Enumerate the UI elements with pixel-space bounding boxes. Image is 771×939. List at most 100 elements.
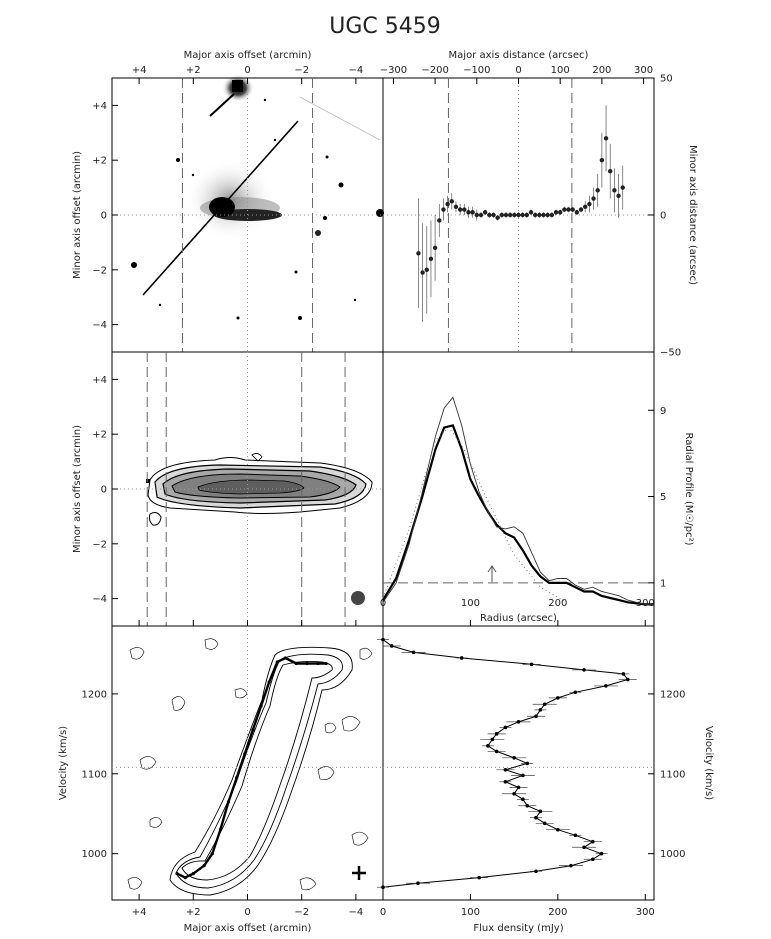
profile-line [382, 396, 654, 605]
optical-image [131, 74, 384, 320]
data-point [420, 270, 425, 275]
data-point [459, 656, 464, 660]
data-point [545, 212, 550, 218]
y-tick-label: +4 [92, 375, 107, 386]
y-tick-label: 1 [660, 578, 666, 589]
x-tick-label: 0 [380, 598, 386, 609]
data-point [583, 204, 588, 209]
x-axis-label: Major axis offset (arcmin) [184, 923, 312, 934]
data-point [542, 821, 547, 826]
data-point [595, 188, 600, 193]
x-tick-label: +4 [132, 65, 147, 76]
data-point [389, 644, 394, 648]
y-tick-label: 5 [660, 492, 666, 503]
x-tick-label: 0 [515, 65, 521, 76]
x-axis-label: Major axis offset (arcmin) [184, 50, 312, 61]
x-tick-label: 200 [548, 907, 567, 918]
rotation-curve-point [267, 680, 271, 684]
rotation-curve-point [275, 660, 279, 664]
data-point [516, 212, 521, 218]
rotation-curve-point [324, 661, 328, 666]
data-point [574, 210, 580, 215]
data-point [570, 207, 575, 212]
data-point [486, 744, 490, 748]
y-tick-label: 1200 [660, 689, 685, 700]
data-point [532, 212, 538, 218]
data-point [507, 212, 513, 218]
x-tick-label: 0 [244, 65, 250, 76]
x-tick-label: −2 [294, 907, 309, 918]
data-point [503, 779, 508, 784]
data-point [625, 677, 630, 682]
y-tick-label: 1000 [660, 849, 685, 860]
x-tick-label: 0 [380, 907, 386, 918]
data-point [516, 785, 521, 790]
data-point [534, 815, 538, 820]
data-point [591, 839, 595, 844]
data-point [542, 702, 547, 707]
rotation-curve-point [175, 872, 179, 876]
panel-frame [382, 625, 655, 901]
data-point [512, 791, 516, 796]
data-point [490, 737, 495, 742]
data-point [432, 245, 438, 251]
x-axis-label: Major axis distance (arcsec) [449, 50, 589, 61]
panel-global-profile: 0 100 200 300 1200 1100 1000 Flux density (mJy)… [377, 625, 714, 934]
y-tick-label: −4 [92, 594, 107, 605]
rotation-curve-point [243, 752, 247, 756]
x-tick-label: −200 [421, 65, 448, 76]
data-point [478, 212, 484, 218]
data-point [620, 185, 625, 190]
data-point [520, 212, 525, 218]
data-point [437, 218, 442, 223]
data-point [499, 212, 505, 218]
x-tick-label: 100 [551, 65, 570, 76]
y-tick-label: 1100 [660, 769, 685, 780]
data-point [537, 212, 542, 218]
data-point [512, 212, 517, 218]
rotation-curve [176, 656, 327, 879]
data-point [474, 212, 480, 218]
rotation-curve-point [316, 661, 320, 666]
pv-contours [127, 638, 373, 896]
panel-pv-diagram: +4 +2 0 −2 −4 1200 1100 1000 Major axis offset (… [58, 625, 384, 934]
data-point [556, 827, 560, 832]
data-point [587, 201, 592, 207]
data-point [534, 714, 538, 719]
y-axis-label: Velocity (km/s) [703, 726, 714, 800]
x-tick-label: 100 [461, 598, 480, 609]
data-point [591, 196, 596, 201]
x-tick-label: 300 [634, 65, 653, 76]
data-point [591, 857, 595, 862]
rotation-curve-point [183, 876, 187, 880]
y-axis-label: Minor axis offset (arcmin) [72, 151, 83, 279]
data-point [512, 756, 516, 760]
x-tick-label: 200 [592, 65, 611, 76]
data-point [566, 207, 571, 212]
hi-contours [146, 453, 373, 605]
y-tick-label: +4 [92, 101, 107, 112]
data-point [516, 720, 521, 724]
data-point [525, 803, 530, 808]
data-point [608, 168, 613, 174]
data-point [411, 650, 416, 655]
data-point [524, 212, 530, 218]
y-tick-label: 0 [660, 211, 666, 222]
data-point [503, 212, 509, 218]
data-point [381, 885, 385, 890]
data-point [549, 212, 555, 218]
data-point [416, 251, 421, 256]
y-axis-label: Radial Profile (M☉/pc²) [683, 433, 694, 546]
data-point [503, 725, 508, 730]
data-point [503, 767, 508, 772]
data-point [494, 732, 499, 736]
data-point [482, 210, 488, 215]
data-point [562, 207, 567, 212]
data-point [428, 256, 434, 262]
data-point [582, 845, 586, 850]
rotation-curve-point [218, 828, 222, 832]
y-tick-label: −4 [92, 320, 107, 331]
y-tick-label: −2 [92, 265, 107, 276]
x-tick-label: 0 [244, 907, 250, 918]
